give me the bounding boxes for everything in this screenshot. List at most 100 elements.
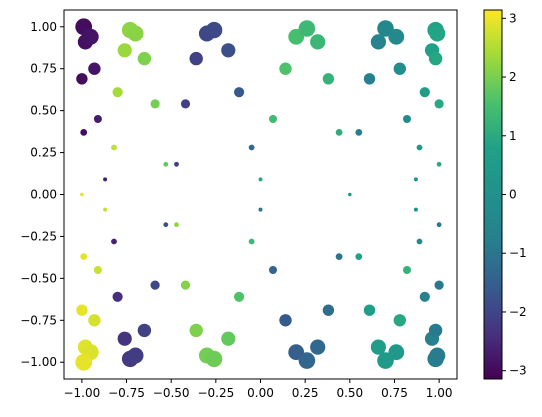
y-tick-label: 0.50	[30, 104, 57, 118]
colorbar-axis: −3 −2 −1 0 1 2 3	[502, 11, 527, 378]
y-tick-label: −0.50	[20, 271, 57, 285]
y-axis: −1.00 −0.75 −0.50 −0.25 0.00 0.25 0.50 0.75 1.00	[20, 20, 64, 369]
scatter-point	[363, 304, 376, 316]
scatter-point	[248, 238, 255, 245]
scatter-point	[269, 115, 277, 123]
scatter-point	[370, 34, 386, 50]
scatter-point	[419, 87, 430, 98]
x-tick-label: 0.75	[381, 386, 408, 400]
scatter-point	[322, 73, 335, 85]
scatter-point	[127, 25, 144, 42]
scatter-point	[103, 177, 108, 182]
scatter-point	[363, 73, 376, 85]
scatter-point	[163, 161, 169, 167]
scatter-point	[298, 20, 316, 37]
scatter-point	[174, 222, 179, 228]
scatter-point	[348, 192, 352, 197]
scatter-point	[434, 99, 444, 109]
scatter-point	[258, 177, 263, 182]
y-tick-label: 1.00	[30, 20, 57, 34]
scatter-point	[127, 347, 144, 364]
scatter-point	[434, 280, 444, 290]
scatter-point	[355, 129, 363, 136]
scatter-point	[80, 129, 88, 136]
scatter-point	[93, 115, 102, 123]
scatter-point	[403, 266, 411, 274]
scatter-point	[221, 331, 236, 346]
scatter-point	[150, 280, 160, 290]
scatter-point	[335, 253, 343, 260]
scatter-point	[355, 253, 363, 260]
scatter-point	[393, 62, 406, 75]
scatter-point	[150, 99, 160, 109]
colorbar-tick-label: 2	[509, 70, 517, 84]
scatter-point	[76, 73, 88, 85]
y-tick-label: 0.25	[30, 146, 57, 160]
scatter-point	[111, 238, 117, 245]
scatter-point	[436, 161, 442, 167]
scatter-point	[221, 43, 236, 58]
scatter-point	[75, 353, 93, 371]
scatter-point	[248, 144, 255, 151]
scatter-point	[76, 304, 88, 316]
scatter-point	[429, 347, 446, 364]
points-layer	[75, 18, 446, 371]
scatter-point	[279, 314, 292, 327]
scatter-point	[322, 304, 335, 316]
colorbar-tick-label: 1	[509, 129, 517, 143]
scatter-point	[258, 207, 263, 212]
scatter-point	[279, 62, 292, 75]
colorbar-tick-label: 0	[509, 188, 517, 202]
colorbar-tick-label: −3	[509, 364, 527, 378]
scatter-point	[189, 323, 203, 338]
y-tick-label: −0.75	[20, 313, 57, 327]
scatter-point	[112, 291, 123, 302]
scatter-point	[269, 266, 277, 274]
scatter-point	[88, 314, 101, 327]
x-tick-label: 0.50	[336, 386, 363, 400]
scatter-point	[137, 51, 152, 66]
y-tick-label: −0.25	[20, 229, 57, 243]
colorbar-tick-label: −1	[509, 246, 527, 260]
x-axis: −1.00 −0.75 −0.50 −0.25 0.00 0.25 0.50 0.75 1.00	[63, 379, 452, 400]
scatter-point	[403, 115, 411, 123]
scatter-point	[388, 28, 405, 45]
scatter-point	[88, 62, 101, 75]
colorbar-tick-label: 3	[509, 11, 517, 25]
x-tick-label: 0.00	[247, 386, 274, 400]
x-tick-label: −0.75	[108, 386, 145, 400]
y-tick-label: 0.00	[30, 188, 57, 202]
scatter-point	[180, 280, 191, 290]
scatter-point	[429, 25, 446, 42]
scatter-point	[103, 207, 108, 212]
scatter-point	[428, 51, 443, 66]
scatter-point	[388, 344, 405, 361]
scatter-point	[234, 87, 245, 98]
scatter-point	[413, 207, 418, 212]
y-tick-label: 0.75	[30, 62, 57, 76]
scatter-point	[413, 177, 418, 182]
x-tick-label: 0.25	[292, 386, 319, 400]
scatter-point	[137, 323, 152, 338]
scatter-point	[428, 323, 443, 338]
x-tick-label: −0.50	[153, 386, 190, 400]
scatter-point	[93, 266, 102, 274]
scatter-point	[82, 28, 99, 45]
colorbar-tick-label: −2	[509, 305, 527, 319]
scatter-point	[174, 161, 179, 167]
scatter-point	[163, 222, 169, 228]
scatter-point	[80, 253, 88, 260]
scatter-point	[234, 291, 245, 302]
x-tick-label: −0.25	[197, 386, 234, 400]
scatter-point	[416, 238, 423, 245]
scatter-point	[393, 314, 406, 327]
scatter-point	[205, 21, 223, 39]
scatter-point	[80, 192, 84, 197]
scatter-point	[111, 144, 117, 151]
x-tick-label: 1.00	[426, 386, 453, 400]
scatter-point	[189, 51, 203, 66]
scatter-point	[112, 87, 123, 98]
scatter-point	[117, 43, 132, 58]
